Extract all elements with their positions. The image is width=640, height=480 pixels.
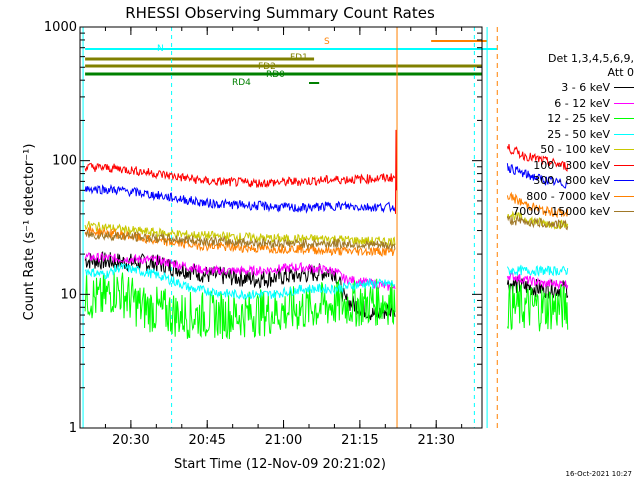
series-line-orbit1 xyxy=(84,226,396,257)
bar-label-s: S xyxy=(324,37,330,47)
series-lines xyxy=(84,129,569,340)
timestamp: 16-Oct-2021 10:27 xyxy=(565,470,632,478)
legend-item: 12 - 25 keV xyxy=(488,111,634,127)
legend-label: 50 - 100 keV xyxy=(540,143,610,157)
legend-swatch xyxy=(614,195,634,197)
legend-label: 12 - 25 keV xyxy=(547,112,610,126)
series-line-orbit1 xyxy=(84,220,396,248)
legend-swatch xyxy=(614,149,634,151)
bar-label-n: N xyxy=(157,44,164,54)
legend-swatch xyxy=(614,180,634,182)
series-spike xyxy=(394,129,398,214)
series-line-orbit1 xyxy=(84,262,396,301)
y-tick-label: 100 xyxy=(52,154,77,169)
series-line-orbit1 xyxy=(84,271,396,340)
bar-label-fd1: FD1 xyxy=(290,53,308,63)
x-tick-label: 20:30 xyxy=(112,433,149,448)
legend-label: 800 - 7000 keV xyxy=(526,189,610,203)
x-tick-label: 21:00 xyxy=(265,433,302,448)
observing-bars xyxy=(85,40,498,84)
axes-ticks: 20:30 20:45 21:00 21:15 21:30 1 10 100 1000 xyxy=(44,20,482,448)
legend-item: 50 - 100 keV xyxy=(488,142,634,158)
series-line-orbit2 xyxy=(506,284,569,332)
bar-label-fd2: FD2 xyxy=(258,62,276,72)
chart-title: RHESSI Observing Summary Count Rates xyxy=(125,4,435,22)
legend-swatch xyxy=(614,102,634,104)
series-line-orbit2 xyxy=(506,264,569,277)
plot-frame xyxy=(79,26,483,429)
legend-header-1: Det 1,3,4,5,6,9, xyxy=(547,52,634,65)
legend-item: 300 - 800 keV xyxy=(488,173,634,189)
chart-legend: Det 1,3,4,5,6,9, Att 0 3 - 6 keV 6 - 12 k… xyxy=(488,52,634,220)
legend-header-2: Att 0 xyxy=(607,66,634,79)
bar-label-rd0: RD0 xyxy=(266,70,285,80)
x-tick-label: 20:45 xyxy=(188,433,225,448)
legend-swatch xyxy=(614,133,634,135)
legend-item: 25 - 50 keV xyxy=(488,127,634,143)
y-tick-label: 1000 xyxy=(44,20,77,35)
series-line-orbit1 xyxy=(84,183,396,214)
legend-label: 3 - 6 keV xyxy=(561,81,610,95)
legend-label: 100 - 300 keV xyxy=(533,158,610,172)
x-axis-label: Start Time (12-Nov-09 20:21:02) xyxy=(174,457,386,472)
legend-item: 7000 - 15000 keV xyxy=(488,204,634,220)
series-line-orbit1 xyxy=(84,229,396,251)
y-tick-label: 10 xyxy=(60,287,77,302)
series-line-orbit1 xyxy=(84,252,396,293)
legend-label: 25 - 50 keV xyxy=(547,127,610,141)
series-line-orbit2 xyxy=(506,214,569,231)
bar-label-rd4: RD4 xyxy=(232,78,251,88)
y-axis-label: Count Rate (s⁻¹ detector⁻¹) xyxy=(22,144,37,321)
marker-lines xyxy=(82,27,498,428)
series-line-orbit2 xyxy=(506,163,569,189)
legend-label: 7000 - 15000 keV xyxy=(512,205,610,219)
series-line-orbit2 xyxy=(506,191,569,219)
legend-item: 100 - 300 keV xyxy=(488,158,634,174)
legend-label: 6 - 12 keV xyxy=(554,96,610,110)
series-line-orbit1 xyxy=(84,162,396,189)
series-line-orbit2 xyxy=(506,271,569,291)
legend-item: 800 - 7000 keV xyxy=(488,189,634,205)
legend-swatch xyxy=(614,164,634,166)
legend-swatch xyxy=(614,87,634,89)
legend-item: 3 - 6 keV xyxy=(488,80,634,96)
x-tick-label: 21:15 xyxy=(341,433,378,448)
legend-label: 300 - 800 keV xyxy=(533,174,610,188)
series-line-orbit2 xyxy=(506,144,569,172)
x-tick-label: 21:30 xyxy=(417,433,454,448)
legend-swatch xyxy=(614,211,634,213)
legend-swatch xyxy=(614,118,634,120)
y-tick-label: 1 xyxy=(69,421,77,436)
legend-item: 6 - 12 keV xyxy=(488,96,634,112)
